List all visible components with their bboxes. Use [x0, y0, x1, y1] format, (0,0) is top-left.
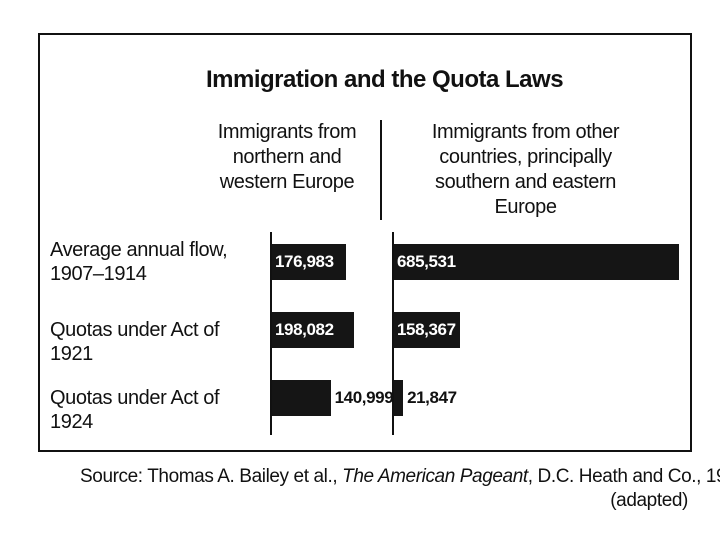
- bar: [272, 380, 331, 416]
- source-work: The American Pageant: [342, 466, 528, 487]
- bar: [272, 312, 355, 348]
- bar: [272, 244, 346, 280]
- source-text: , D.C. Heath and Co., 1998: [527, 466, 720, 487]
- value-label: 21,847: [407, 388, 457, 407]
- baseline: [270, 232, 272, 435]
- category-label: Quotas under Act of 1924: [50, 387, 220, 433]
- value-label: 140,999: [334, 388, 394, 407]
- series-header: Immigrants from other countries, princip…: [431, 121, 620, 218]
- source: Source: Thomas A. Bailey et al., The Ame…: [80, 466, 720, 488]
- value-label: 158,367: [397, 320, 456, 339]
- chart-title: Immigration and the Quota Laws: [206, 66, 564, 93]
- value-label: 176,983: [275, 252, 334, 271]
- category-label: Quotas under Act of 1921: [50, 319, 220, 365]
- divider: [380, 120, 382, 220]
- bar: [394, 380, 404, 416]
- source-note: (adapted): [610, 490, 688, 511]
- baseline: [392, 232, 394, 435]
- source-text: Source: Thomas A. Bailey et al.,: [80, 466, 338, 487]
- chart-frame: [38, 33, 692, 452]
- value-label: 685,531: [397, 252, 456, 271]
- bar: [394, 312, 460, 348]
- category-label: Average annual flow, 1907–1914: [50, 239, 228, 285]
- series-header: Immigrants from northern and western Eur…: [217, 121, 357, 193]
- value-label: 198,082: [275, 320, 334, 339]
- bar: [394, 244, 679, 280]
